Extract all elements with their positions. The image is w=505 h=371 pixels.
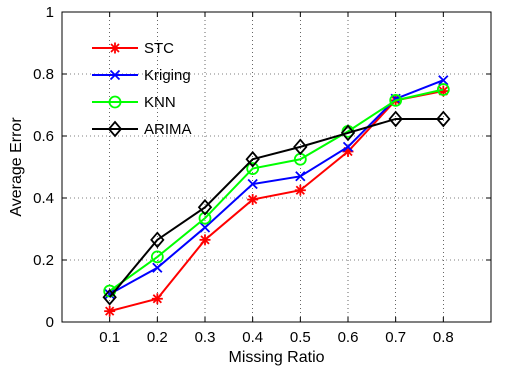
legend-label-kriging: Kriging bbox=[144, 67, 191, 84]
data-point-arima bbox=[197, 198, 213, 216]
legend-item-kriging: Kriging bbox=[92, 67, 191, 84]
legend-label-arima: ARIMA bbox=[144, 121, 192, 138]
y-tick-label: 1 bbox=[46, 4, 54, 21]
data-point-stc bbox=[247, 194, 259, 206]
x-tick-label: 0.7 bbox=[385, 329, 406, 346]
series-line-arima bbox=[108, 117, 444, 298]
legend-label-knn: KNN bbox=[144, 94, 176, 111]
data-point-stc bbox=[151, 293, 163, 305]
series-line-knn bbox=[109, 88, 444, 292]
data-point-arima bbox=[340, 124, 356, 142]
x-tick-label: 0.6 bbox=[338, 329, 359, 346]
data-point-kriging bbox=[104, 288, 115, 300]
x-tick-label: 0.1 bbox=[99, 329, 120, 346]
x-axis-label: Missing Ratio bbox=[228, 349, 324, 366]
legend-item-knn: KNN bbox=[92, 94, 176, 111]
series-arima bbox=[102, 110, 451, 306]
data-point-kriging bbox=[438, 75, 449, 86]
data-point-kriging bbox=[342, 141, 354, 152]
data-point-kriging bbox=[199, 222, 211, 233]
data-point-arima bbox=[245, 150, 260, 168]
data-point-arima bbox=[293, 138, 308, 156]
data-point-knn bbox=[389, 93, 403, 107]
series-group bbox=[102, 75, 451, 317]
data-point-stc bbox=[199, 234, 211, 246]
data-point-kriging bbox=[247, 178, 258, 190]
y-tick-label: 0.2 bbox=[33, 252, 54, 269]
x-tick-label: 0.3 bbox=[195, 329, 216, 346]
x-tick-label: 0.2 bbox=[147, 329, 168, 346]
series-line-kriging bbox=[109, 79, 444, 295]
data-point-stc bbox=[294, 184, 306, 196]
data-point-arima bbox=[102, 288, 117, 306]
x-tick-label: 0.5 bbox=[290, 329, 311, 346]
plot-frame bbox=[61, 11, 492, 323]
data-point-knn bbox=[246, 162, 260, 175]
y-tick-label: 0.6 bbox=[33, 128, 54, 145]
legend: STC Kriging KNN ARIMA bbox=[92, 40, 192, 138]
y-tick-label: 0 bbox=[46, 314, 54, 331]
data-point-kriging bbox=[152, 262, 163, 273]
legend-marker-arima bbox=[107, 120, 123, 138]
legend-label-stc: STC bbox=[144, 40, 174, 57]
legend-marker-stc bbox=[109, 42, 121, 54]
data-point-knn bbox=[436, 83, 450, 96]
legend-marker-kriging bbox=[109, 69, 121, 81]
y-axis-label: Average Error bbox=[8, 117, 25, 217]
data-point-stc bbox=[104, 305, 116, 317]
y-tick-label: 0.4 bbox=[33, 190, 54, 207]
axis-ticks: 0.1 0.2 0.3 0.4 0.5 0.6 0.7 0.8 0 0.2 0.4 0.6 0.8 1 bbox=[33, 4, 491, 346]
data-point-knn bbox=[150, 250, 164, 264]
series-stc bbox=[104, 85, 449, 317]
legend-item-stc: STC bbox=[92, 40, 174, 57]
series-kriging bbox=[104, 75, 449, 300]
data-point-knn bbox=[198, 211, 212, 225]
x-tick-label: 0.4 bbox=[242, 329, 263, 346]
data-point-kriging bbox=[295, 171, 306, 182]
data-point-arima bbox=[150, 231, 165, 249]
data-point-arima bbox=[388, 110, 403, 128]
x-tick-label: 0.8 bbox=[433, 329, 454, 346]
series-line-stc bbox=[109, 90, 444, 313]
legend-marker-knn bbox=[108, 95, 122, 109]
y-tick-label: 0.8 bbox=[33, 66, 54, 83]
legend-item-arima: ARIMA bbox=[92, 120, 192, 138]
data-point-arima bbox=[436, 110, 451, 128]
